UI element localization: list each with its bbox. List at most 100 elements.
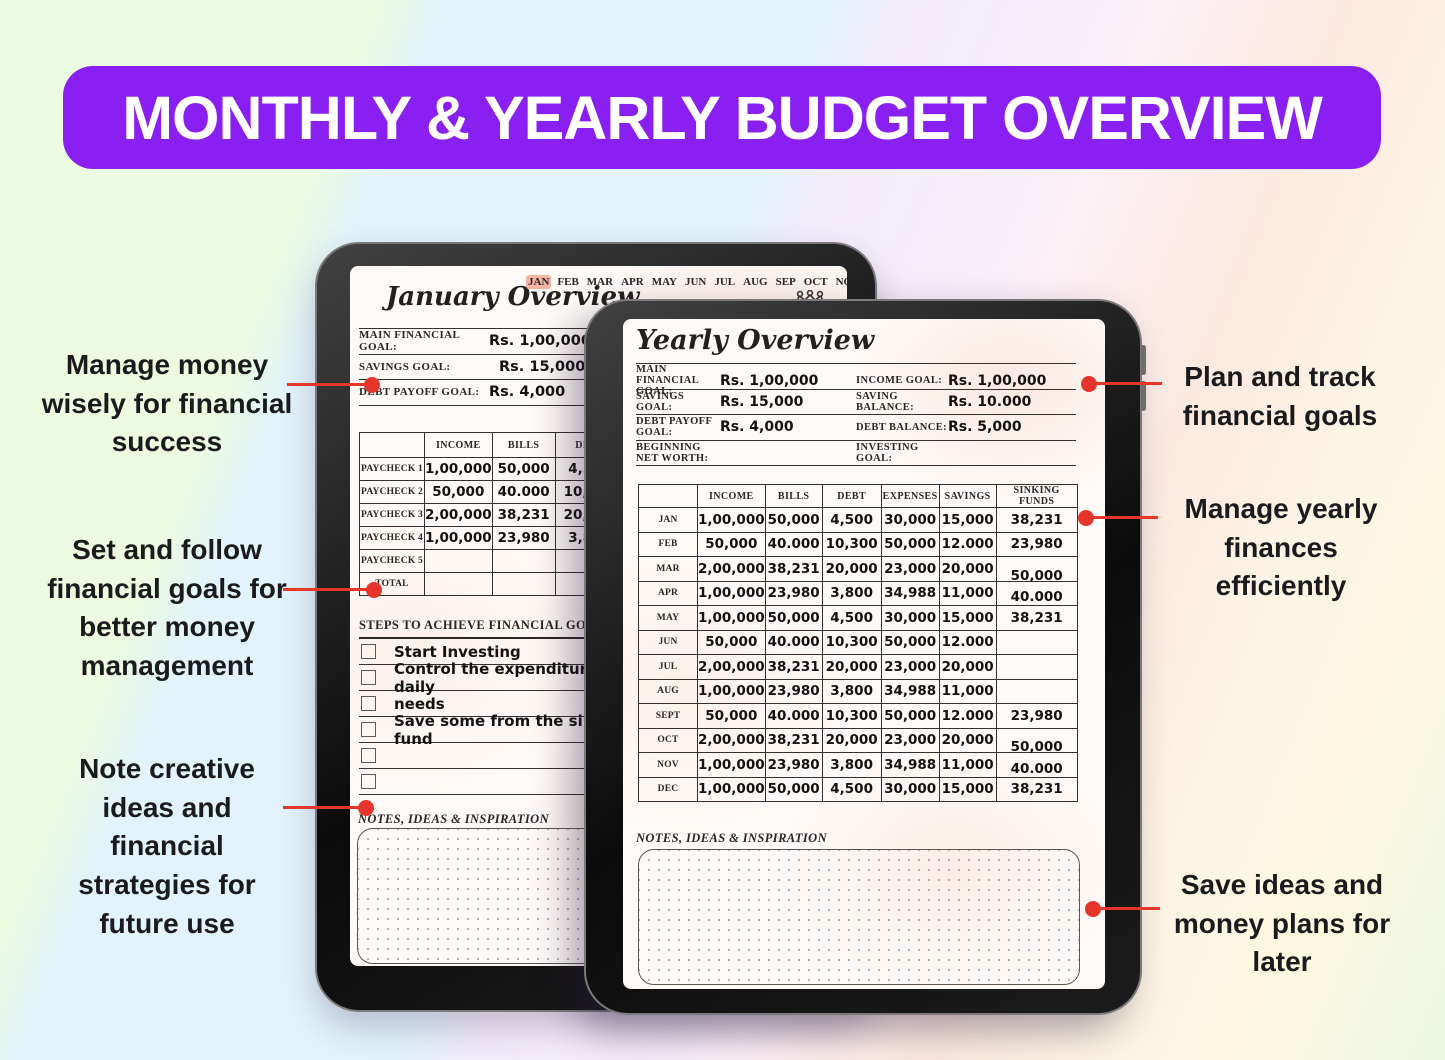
month-label: DEC bbox=[638, 776, 698, 802]
month-label: MAR bbox=[638, 556, 698, 582]
goal-label: MAIN FINANCIAL GOAL: bbox=[636, 364, 699, 397]
notes-dot-grid[interactable] bbox=[638, 849, 1080, 985]
table-cell: 40.000 bbox=[764, 703, 823, 729]
table-cell: 40.000 bbox=[995, 756, 1078, 782]
table-cell: 2,00,000 bbox=[424, 503, 493, 527]
month-label: JUN bbox=[638, 629, 698, 655]
connector-line bbox=[1099, 907, 1160, 910]
connector-line bbox=[287, 383, 370, 386]
table-cell: 20,000 bbox=[821, 556, 882, 582]
table-row: AUG 1,00,000 23,980 3,800 34,988 11,000 bbox=[638, 678, 1078, 704]
connector-line bbox=[283, 588, 372, 591]
table-cell: 4,500 bbox=[821, 605, 882, 631]
table-cell: 50,000 bbox=[880, 531, 940, 557]
table-cell: 1,00,000 bbox=[697, 605, 766, 631]
checkbox[interactable] bbox=[361, 722, 376, 737]
checkbox[interactable] bbox=[361, 670, 376, 685]
table-cell: 20,000 bbox=[938, 556, 997, 582]
month-tab-aug[interactable]: AUG bbox=[743, 276, 768, 288]
table-row: JAN 1,00,000 50,000 4,500 30,000 15,000 … bbox=[638, 507, 1078, 533]
checklist-text: Control the expenditure to daily bbox=[394, 659, 620, 696]
column-header: BILLS bbox=[491, 432, 556, 458]
table-cell bbox=[491, 572, 556, 596]
checklist-text: Start Investing bbox=[394, 642, 521, 661]
table-cell: 23,980 bbox=[764, 580, 823, 606]
connector-line bbox=[1095, 382, 1162, 385]
table-cell: 40.000 bbox=[995, 584, 1078, 610]
table-cell: 12.000 bbox=[938, 629, 997, 655]
table-cell: 15,000 bbox=[938, 776, 997, 802]
table-cell: 34,988 bbox=[880, 580, 940, 606]
month-label: AUG bbox=[638, 678, 698, 704]
month-tab-apr[interactable]: APR bbox=[621, 276, 644, 288]
column-header: SAVINGS bbox=[938, 484, 997, 508]
goal-row: DEBT PAYOFF GOAL: Rs. 4,000 DEBT BALANCE… bbox=[636, 415, 1076, 441]
connector-dot bbox=[366, 582, 382, 598]
table-cell: 11,000 bbox=[938, 678, 997, 704]
table-cell: 23,980 bbox=[764, 752, 823, 778]
month-tab-jan[interactable]: JAN bbox=[526, 275, 552, 289]
connector-dot bbox=[364, 377, 380, 393]
table-row: SEPT 50,000 40.000 10,300 50,000 12.000 … bbox=[638, 703, 1078, 729]
goal-value: Rs. 15,000 bbox=[499, 358, 586, 375]
table-cell: 1,00,000 bbox=[424, 457, 493, 481]
month-label: JUL bbox=[638, 654, 698, 680]
checkbox[interactable] bbox=[361, 644, 376, 659]
table-cell bbox=[995, 654, 1078, 680]
table-cell: 50,000 bbox=[697, 531, 766, 557]
goal-row: BEGINNING NET WORTH: INVESTING GOAL: bbox=[636, 441, 1076, 466]
column-header bbox=[638, 484, 698, 508]
table-cell: 15,000 bbox=[938, 605, 997, 631]
table-cell: 20,000 bbox=[938, 727, 997, 753]
table-cell: 40.000 bbox=[764, 629, 823, 655]
goal-label: SAVINGS GOAL: bbox=[359, 360, 451, 373]
month-tab-mar[interactable]: MAR bbox=[586, 276, 614, 288]
table-cell bbox=[995, 678, 1078, 704]
month-tab-sep[interactable]: SEP bbox=[775, 276, 796, 288]
table-cell: 38,231 bbox=[764, 727, 823, 753]
table-row: JUL 2,00,000 38,231 20,000 23,000 20,000 bbox=[638, 654, 1078, 680]
checkbox[interactable] bbox=[361, 696, 376, 711]
month-label: JAN bbox=[638, 507, 698, 533]
goal-value: Rs. 4,000 bbox=[720, 419, 794, 436]
table-cell: 30,000 bbox=[880, 605, 940, 631]
column-header: INCOME bbox=[697, 484, 766, 508]
month-tab-jul[interactable]: JUL bbox=[714, 276, 736, 288]
table-cell: 23,980 bbox=[995, 531, 1078, 557]
table-cell: 12.000 bbox=[938, 531, 997, 557]
annotation-plan-track: Plan and track financial goals bbox=[1182, 361, 1378, 431]
table-cell: 20,000 bbox=[938, 654, 997, 680]
month-label: FEB bbox=[638, 531, 698, 557]
month-tab-jun[interactable]: JUN bbox=[684, 276, 707, 288]
notes-title: NOTES, IDEAS & INSPIRATION bbox=[636, 831, 828, 845]
table-cell: 50,000 bbox=[764, 776, 823, 802]
table-cell: 3,800 bbox=[821, 752, 882, 778]
month-tab-nov[interactable]: NOV bbox=[835, 276, 847, 288]
goal-label: INVESTING GOAL: bbox=[856, 441, 919, 464]
table-row: OCT 2,00,000 38,231 20,000 23,000 20,000… bbox=[638, 727, 1078, 760]
table-cell: 1,00,000 bbox=[697, 580, 766, 606]
month-tab-oct[interactable]: OCT bbox=[803, 276, 828, 288]
row-label: PAYCHECK 1 bbox=[359, 457, 425, 481]
month-tab-may[interactable]: MAY bbox=[651, 276, 677, 288]
goal-value: Rs. 5,000 bbox=[948, 419, 1022, 436]
table-cell bbox=[491, 549, 556, 573]
annotation-manage-money: Manage money wisely for financial succes… bbox=[41, 349, 293, 458]
table-cell: 11,000 bbox=[938, 752, 997, 778]
table-cell: 15,000 bbox=[938, 507, 997, 533]
goal-row: SAVINGS GOAL: Rs. 15,000 SAVING BALANCE:… bbox=[636, 390, 1076, 415]
month-tab-feb[interactable]: FEB bbox=[557, 276, 579, 288]
checkbox[interactable] bbox=[361, 774, 376, 789]
notes-title: NOTES, IDEAS & INSPIRATION bbox=[358, 812, 550, 826]
month-label: SEPT bbox=[638, 703, 698, 729]
table-cell: 2,00,000 bbox=[697, 654, 766, 680]
month-label: MAY bbox=[638, 605, 698, 631]
checkbox[interactable] bbox=[361, 748, 376, 763]
connector-dot bbox=[1085, 901, 1101, 917]
column-header: INCOME bbox=[424, 432, 493, 458]
table-row: JUN 50,000 40.000 10,300 50,000 12.000 bbox=[638, 629, 1078, 655]
goal-row: MAIN FINANCIAL GOAL: Rs. 1,00,000 INCOME… bbox=[636, 363, 1076, 397]
table-cell: 3,800 bbox=[821, 580, 882, 606]
table-cell: 23,980 bbox=[491, 526, 556, 550]
table-cell: 23,980 bbox=[764, 678, 823, 704]
